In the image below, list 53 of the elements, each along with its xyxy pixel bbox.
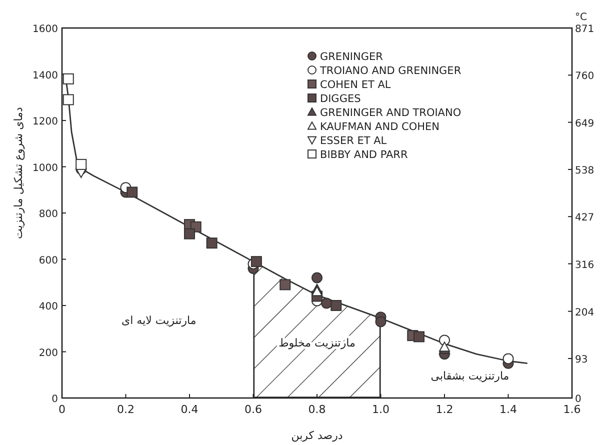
- y-tick-label: 1200: [32, 116, 58, 128]
- annotation: مارتنزیت لایه ای: [122, 314, 196, 327]
- point: [126, 186, 138, 198]
- y2-tick-label: 538: [575, 165, 594, 176]
- point: [312, 286, 322, 296]
- x-tick-label: 1.6: [563, 403, 581, 416]
- point: [502, 353, 514, 364]
- y-tick-label: 0: [52, 394, 58, 405]
- point: [250, 256, 262, 268]
- legend-label: BIBBY AND PARR: [320, 149, 408, 161]
- y2-tick-label: 316: [575, 260, 594, 271]
- x-tick-label: 1.2: [436, 403, 454, 416]
- point: [330, 300, 342, 311]
- legend-label: KAUFMAN AND COHEN: [320, 121, 440, 133]
- x-axis-title: درصد کربن: [291, 429, 343, 442]
- y2-tick-label: 93: [575, 354, 588, 366]
- x-tick-label: 0.6: [244, 403, 262, 416]
- y-axis-title: دمای شروع تشکیل مارتنزیت: [12, 106, 25, 239]
- y-tick-label: 1000: [32, 162, 58, 174]
- x-tick-label: 0.2: [117, 403, 134, 416]
- legend-label: GRENINGER: [320, 51, 383, 63]
- y-tick-label: 400: [38, 302, 58, 312]
- point: [76, 158, 87, 170]
- point: [62, 73, 74, 84]
- legend-label: TROIANO AND GRENINGER: [319, 65, 462, 77]
- y-tick-label: 200: [38, 348, 58, 359]
- x-tick-label: 0.8: [308, 403, 326, 416]
- y2-tick-label: 871: [575, 24, 594, 35]
- y-tick-label: 600: [38, 255, 58, 266]
- point: [375, 316, 386, 328]
- y2-tick-label: 427: [575, 212, 594, 224]
- point: [312, 272, 322, 284]
- point: [414, 331, 424, 342]
- legend-label: DIGGES: [320, 93, 362, 105]
- point: [184, 228, 195, 240]
- point: [206, 238, 218, 249]
- y2-tick-label: 204: [575, 307, 594, 318]
- y-tick-label: 800: [38, 209, 58, 220]
- annotation: مارتنزیت بشقابی: [430, 370, 510, 382]
- y2-axis-title: °C: [575, 12, 587, 23]
- y2-tick-label: 760: [575, 71, 594, 82]
- y2-tick-label: 649: [575, 118, 594, 130]
- y2-tick-label: 0: [575, 394, 582, 405]
- legend-label: ESSER ET AL: [320, 135, 387, 147]
- point: [62, 94, 74, 106]
- legend-label: COHEN ET AL: [320, 79, 391, 91]
- x-tick-label: 0.4: [180, 403, 198, 416]
- legend-label: GRENINGER AND TROIANO: [320, 107, 462, 119]
- y-tick-label: 1400: [32, 70, 58, 82]
- x-tick-label: 1.4: [500, 403, 517, 416]
- y-tick-label: 1600: [32, 24, 58, 35]
- point: [280, 279, 291, 290]
- x-tick-label: 1.0: [372, 403, 390, 416]
